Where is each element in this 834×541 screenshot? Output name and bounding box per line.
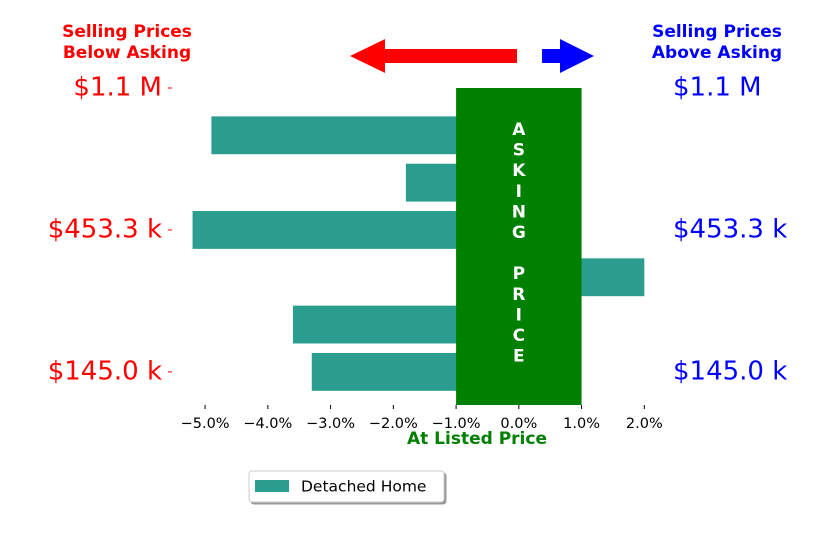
asking-band: [456, 88, 582, 405]
y-tick-label-right: $1.1 M: [673, 73, 762, 103]
title: Selling Prices: [62, 22, 192, 42]
x-tick-label: 0.0%: [500, 416, 537, 432]
x-tick-label: −1.0%: [432, 416, 481, 432]
legend-label: Detached Home: [301, 478, 426, 496]
x-tick-label: 1.0%: [563, 416, 600, 432]
y-tick-label-right: $145.0 k: [673, 356, 787, 386]
y-tick-label: $145.0 k: [48, 356, 162, 386]
x-tick-label: −3.0%: [306, 416, 355, 432]
x-axis-label: At Listed Price: [407, 429, 547, 449]
legend-box: [248, 470, 445, 503]
x-tick-label: −5.0%: [181, 416, 230, 432]
x-tick-label: −2.0%: [369, 416, 418, 432]
left-arrow: [350, 39, 517, 73]
right-arrow: [542, 39, 594, 73]
title: Above Asking: [652, 43, 782, 63]
legend-swatch: [255, 480, 289, 492]
y-tick-label-right: $453.3 k: [673, 214, 787, 244]
y-tick-label: $1.1 M: [73, 73, 162, 103]
y-tick-label: $453.3 k: [48, 214, 162, 244]
title: Selling Prices: [652, 22, 782, 42]
x-tick-label: −4.0%: [243, 416, 292, 432]
title: Below Asking: [63, 43, 191, 63]
x-tick-label: 2.0%: [626, 416, 663, 432]
